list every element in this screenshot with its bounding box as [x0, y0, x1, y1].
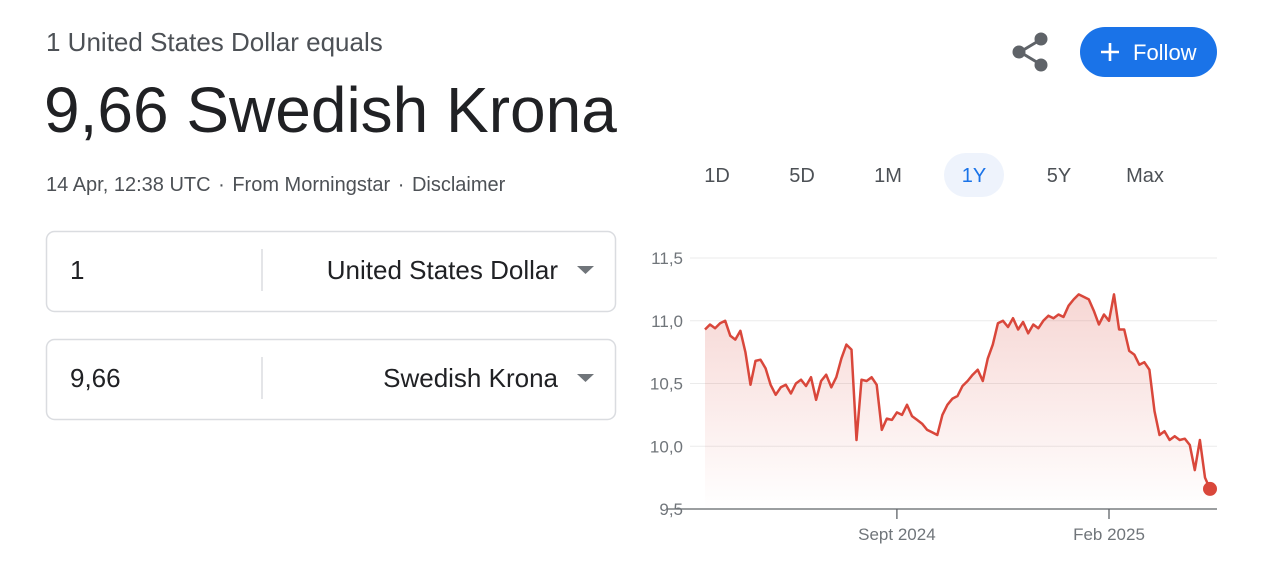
- y-tick-label: 10,0: [650, 437, 683, 456]
- converter-row[interactable]: 1 United States Dollar: [45, 230, 617, 313]
- range-label: 1M: [874, 165, 902, 187]
- converter: 1 United States Dollar 9,66 Swedish Krona: [45, 230, 617, 421]
- meta: 14 Apr, 12:38 UTC · From Morningstar · D…: [46, 174, 506, 196]
- range-tabs: 1D 5D 1M 1Y 5Y Max: [704, 153, 1164, 197]
- input-box: [45, 338, 617, 421]
- range-tab[interactable]: 5Y: [1047, 165, 1071, 187]
- range-label: 5D: [789, 165, 815, 187]
- y-tick-label: 11,5: [651, 249, 683, 268]
- separator: ·: [218, 174, 225, 196]
- area: [705, 294, 1210, 509]
- currency: United States Dollar: [327, 255, 559, 285]
- range-tab[interactable]: Max: [1126, 165, 1164, 187]
- y-tick-label: 11,0: [651, 312, 683, 331]
- converter-row[interactable]: 9,66 Swedish Krona: [45, 338, 617, 421]
- y-tick-label: 10,5: [650, 375, 683, 394]
- range-label: 1D: [704, 165, 730, 187]
- input-box: [45, 230, 617, 313]
- last-point: [1203, 481, 1217, 496]
- follow-label: Follow: [1133, 40, 1197, 65]
- x-tick-label: Feb 2025: [1073, 525, 1145, 544]
- follow-button[interactable]: Follow: [1080, 27, 1217, 77]
- subtitle: 1 United States Dollar equals: [46, 27, 383, 57]
- chart: 9,5 10,0 10,5 11,0 11,5 Sept 2024 Feb 2025: [650, 249, 1217, 544]
- currency: Swedish Krona: [383, 363, 558, 393]
- time: 14 Apr, 12:38 UTC: [46, 174, 211, 196]
- range-tab[interactable]: 1D: [704, 165, 730, 187]
- range-tab[interactable]: 1Y: [944, 153, 1004, 197]
- dropdown-arrow: [577, 374, 594, 382]
- separator: ·: [398, 174, 405, 196]
- amount: 1: [70, 255, 84, 285]
- source: From Morningstar: [232, 174, 390, 196]
- converted-value: 9,66 Swedish Krona: [44, 74, 617, 146]
- range-label: Max: [1126, 165, 1164, 187]
- share-button[interactable]: [1012, 32, 1048, 72]
- range-tab[interactable]: 5D: [789, 165, 815, 187]
- range-tab[interactable]: 1M: [874, 165, 902, 187]
- x-tick-label: Sept 2024: [858, 525, 936, 544]
- active-tab-bg: [944, 153, 1004, 197]
- line: [704, 293, 1212, 490]
- amount: 9,66: [70, 363, 121, 393]
- dropdown-arrow: [577, 266, 594, 274]
- y-tick-label: 9,5: [659, 500, 683, 519]
- range-label: 5Y: [1047, 165, 1071, 187]
- disclaimer-link[interactable]: Disclaimer: [412, 174, 506, 196]
- range-label: 1Y: [962, 165, 986, 187]
